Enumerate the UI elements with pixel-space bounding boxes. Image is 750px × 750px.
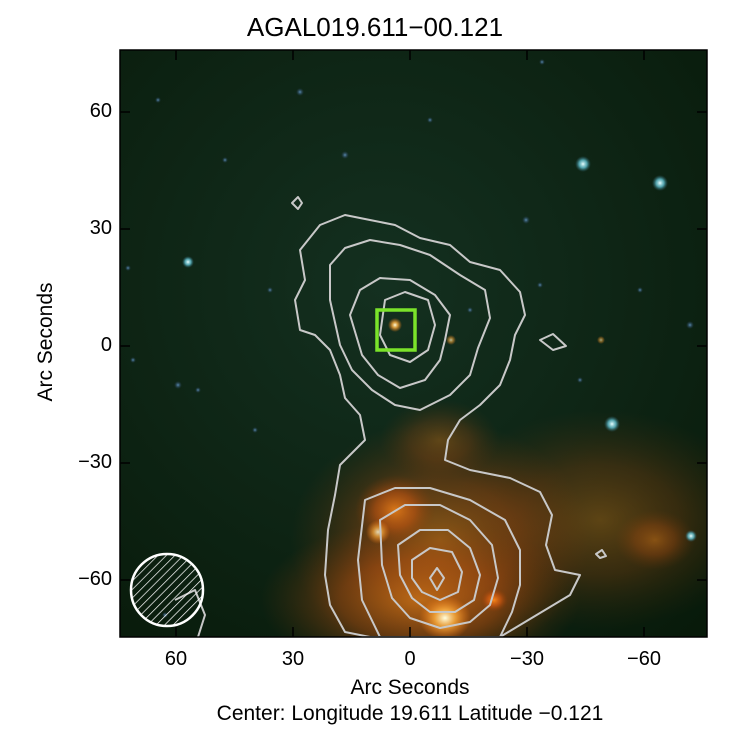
y-tick-label: 0 <box>100 334 112 356</box>
axis-ticks <box>120 50 707 637</box>
x-tick-label: −30 <box>510 648 544 670</box>
x-tick-label: 30 <box>281 648 305 670</box>
orange-emission-region <box>260 400 707 637</box>
contour-lines <box>174 196 607 637</box>
x-tick-label: 60 <box>164 648 188 670</box>
image-title: AGAL019.611−00.121 <box>246 12 504 42</box>
star-field <box>125 59 697 618</box>
plot-frame <box>119 49 708 638</box>
y-tick-label: 30 <box>89 217 112 239</box>
y-tick-label: 60 <box>89 100 112 122</box>
y-axis-label: Arc Seconds <box>34 282 57 402</box>
center-coordinates-caption: Center: Longitude 19.611 Latitude −0.121 <box>216 702 604 725</box>
beam-ellipse-icon <box>129 552 205 628</box>
y-tick-label: −30 <box>78 451 112 473</box>
x-tick-label: 0 <box>404 648 416 670</box>
x-axis-label: Arc Seconds <box>350 676 470 699</box>
x-tick-label: −60 <box>627 648 661 670</box>
y-tick-label: −60 <box>78 568 112 590</box>
source-marker-box <box>375 308 417 352</box>
